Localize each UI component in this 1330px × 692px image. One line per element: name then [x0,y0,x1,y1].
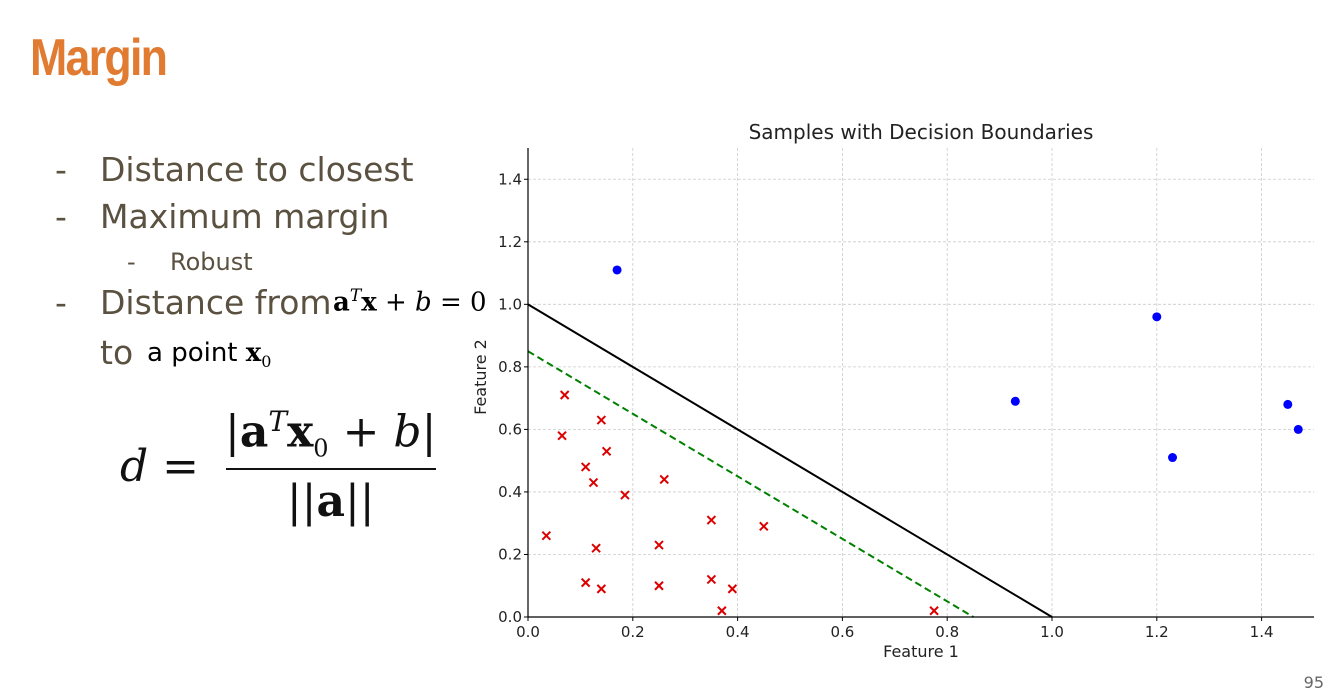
y-tick-label: 0.2 [498,545,522,563]
hyperplane-equation: aTx + b = 0 [333,286,487,318]
data-point-cross [557,430,567,441]
bullet-text: Distance from [100,283,332,322]
data-point-cross [706,574,717,585]
data-point-cross [659,474,669,485]
x-axis-label: Feature 1 [883,642,959,661]
data-point-cross [727,584,738,594]
bullet-text: to [100,333,134,372]
x-tick-label: 1.4 [1250,623,1274,641]
formula-lhs: d = [120,440,200,492]
data-point-circle [1293,424,1303,434]
formula-numerator: |aTx0 + b| [225,405,437,463]
fraction-bar [225,468,436,471]
y-tick-label: 0.8 [498,358,522,376]
data-point-cross [929,606,939,616]
point-label-text: a point [147,338,238,368]
data-point-cross [588,477,599,488]
bullet-text: Maximum margin [100,197,390,236]
bullet-dash: - [55,197,67,236]
y-tick-label: 1.2 [498,233,522,251]
bullet-text: Distance to closest [100,150,414,189]
slide-title: Margin [30,29,168,87]
data-point-cross [580,577,591,588]
formula-denominator: ||a|| [286,476,375,528]
x-tick-label: 1.0 [1040,623,1064,641]
scatter-chart: Samples with Decision Boundaries 0.0 0.2 0… [471,120,1314,661]
data-point-cross [580,462,591,472]
bullet-dash: - [55,150,67,189]
data-point-circle [1283,399,1293,409]
data-point-cross [596,415,607,425]
x-tick-label: 0.6 [830,623,854,641]
data-point-circle [1168,453,1178,463]
data-point-cross [596,584,607,594]
decision-boundary-line [527,303,1053,618]
data-point-cross [654,540,664,550]
point-label: a point x0 [147,338,272,372]
bullet-list: - Distance to closest - Maximum margin -… [0,0,500,600]
data-point-cross [706,515,717,525]
data-point-cross [541,530,552,541]
page-number: 95 [1303,673,1324,692]
data-points [541,265,1303,616]
x-tick-label: 0.0 [516,623,540,641]
y-tick-label: 0.4 [498,483,522,501]
x-tick-label: 1.2 [1145,623,1169,641]
bullet-dash: - [127,248,136,276]
axes: 0.0 0.2 0.4 0.6 0.8 1.0 1.2 1.4 0.0 0.2 0.4 0.6 0.8 1… [498,148,1314,641]
y-tick-label: 1.4 [498,170,522,188]
data-point-cross [759,521,769,532]
y-tick-label: 0.0 [498,608,522,626]
y-tick-label: 0.6 [498,420,522,438]
margin-boundary-line [527,350,974,618]
data-point-circle [1010,396,1020,406]
y-axis-label: Feature 2 [471,339,490,415]
data-point-cross [559,390,570,400]
grid-layer [527,148,1314,618]
formula-fraction: |aTx0 + b| ||a|| [221,405,440,527]
data-point-circle [612,265,622,275]
chart-title: Samples with Decision Boundaries [749,120,1094,144]
x-tick-label: 0.2 [621,623,645,641]
data-point-cross [591,543,601,553]
y-tick-label: 1.0 [498,295,522,313]
data-point-cross [654,581,664,591]
data-point-cross [620,490,630,500]
data-point-cross [717,606,727,616]
bullet-dash: - [55,283,67,322]
bullet-text: Robust [170,248,253,276]
data-point-circle [1152,312,1162,322]
distance-formula: d = |aTx0 + b| ||a|| [120,405,440,527]
data-point-cross [601,446,612,456]
x-tick-label: 0.8 [935,623,959,641]
boundary-lines [527,303,1053,618]
x-tick-label: 0.4 [726,623,750,641]
